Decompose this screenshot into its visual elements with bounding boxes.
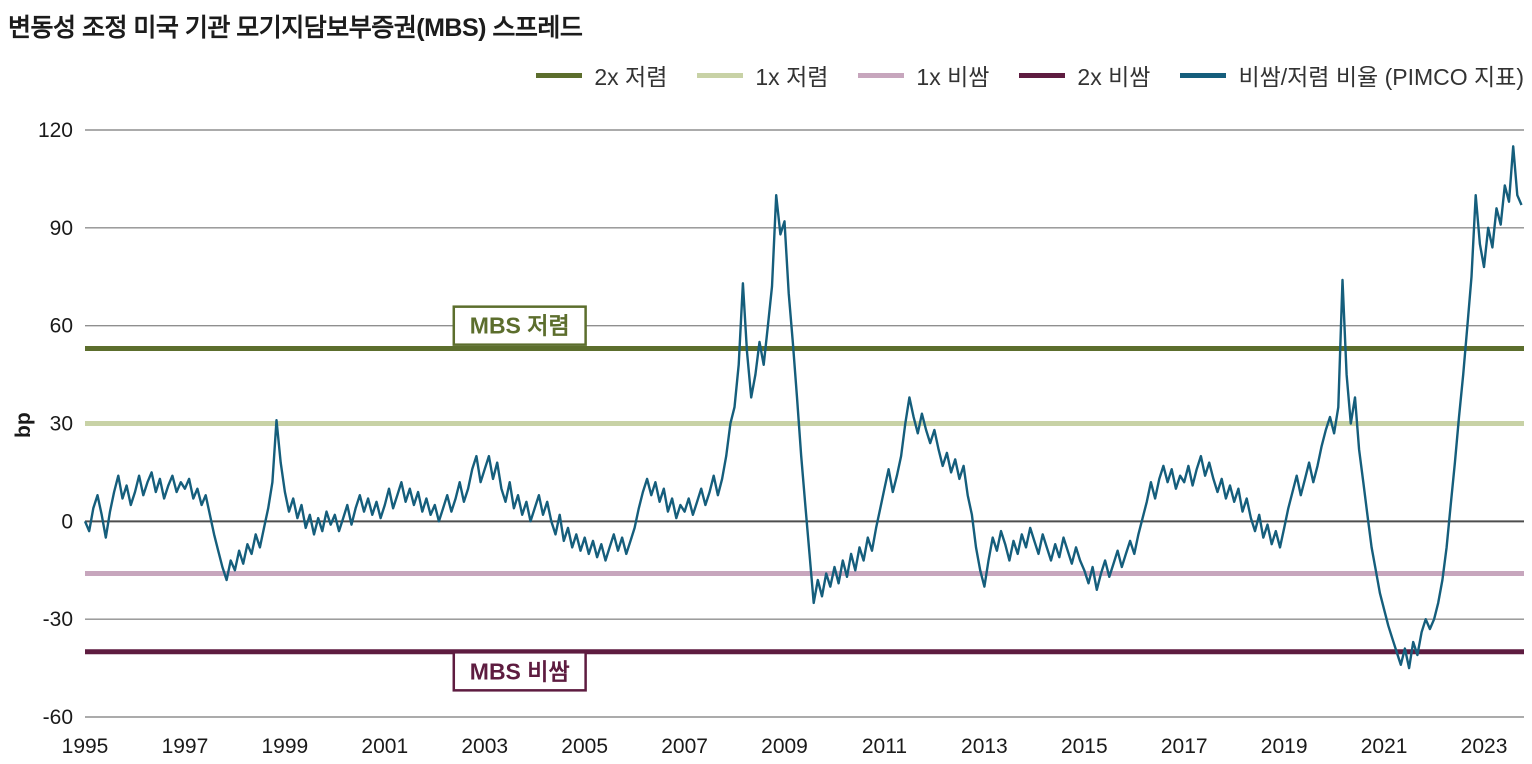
legend-label: 비쌈/저렴 비율 (PIMCO 지표) bbox=[1238, 64, 1524, 90]
y-tick-label: 30 bbox=[50, 413, 73, 436]
legend-swatch-icon bbox=[536, 72, 583, 78]
annotation-1: MBS 비쌈 bbox=[452, 651, 587, 692]
series-line-0 bbox=[83, 145, 1523, 670]
x-tick-label: 2023 bbox=[1461, 735, 1508, 758]
x-tick-label: 2013 bbox=[961, 735, 1008, 758]
annotation-text: MBS 비쌈 bbox=[470, 658, 570, 684]
x-tick-label: 2007 bbox=[661, 735, 708, 758]
x-tick-label: 1997 bbox=[162, 735, 209, 758]
annotation-box bbox=[452, 651, 587, 692]
legend: 2x 저렴 1x 저렴 1x 비쌈 2x 비쌈 비쌈/저렴 비율 (PIMCO 지표) bbox=[536, 58, 1524, 92]
x-tick-label: 2003 bbox=[461, 735, 508, 758]
annotation-0: MBS 저렴 bbox=[452, 305, 587, 346]
legend-label: 1x 저렴 bbox=[755, 64, 829, 90]
y-tick-label: -60 bbox=[43, 706, 73, 729]
legend-item-3: 2x 비쌈 bbox=[1019, 58, 1150, 92]
chart-title: 변동성 조정 미국 기관 모기지담보부증권(MBS) 스프레드 bbox=[8, 14, 583, 42]
legend-item-0: 2x 저렴 bbox=[536, 58, 667, 92]
legend-item-1: 1x 저렴 bbox=[697, 58, 828, 92]
legend-item-4: 비쌈/저렴 비율 (PIMCO 지표) bbox=[1180, 58, 1524, 92]
annotation-box bbox=[452, 305, 587, 346]
chart-svg: 120 90 60 30 0 -30 -60 1995 1997 1999 2001 2003 2005… bbox=[38, 119, 1524, 758]
x-tick-label: 1995 bbox=[62, 735, 109, 758]
legend-label: 2x 저렴 bbox=[594, 64, 668, 90]
legend-label: 1x 비쌈 bbox=[916, 64, 990, 90]
x-tick-label: 2021 bbox=[1361, 735, 1408, 758]
x-tick-label: 2019 bbox=[1261, 735, 1308, 758]
legend-swatch-icon bbox=[1180, 72, 1227, 78]
x-tick-label: 2009 bbox=[761, 735, 808, 758]
annotation-text: MBS 저렴 bbox=[470, 313, 570, 339]
legend-swatch-icon bbox=[697, 72, 744, 78]
legend-label: 2x 비쌈 bbox=[1077, 64, 1151, 90]
y-tick-label: 120 bbox=[38, 119, 73, 142]
y-tick-label: -30 bbox=[43, 608, 73, 631]
legend-swatch-icon bbox=[858, 72, 905, 78]
x-tick-label: 2005 bbox=[561, 735, 608, 758]
y-tick-label: 0 bbox=[61, 510, 73, 533]
x-tick-label: 2015 bbox=[1061, 735, 1108, 758]
x-tick-label: 1999 bbox=[262, 735, 309, 758]
x-tick-label: 2017 bbox=[1161, 735, 1208, 758]
y-tick-label: 60 bbox=[50, 315, 73, 338]
legend-swatch-icon bbox=[1019, 72, 1066, 78]
x-tick-label: 2011 bbox=[862, 735, 907, 758]
x-tick-label: 2001 bbox=[361, 735, 408, 758]
legend-item-2: 1x 비쌈 bbox=[858, 58, 989, 92]
y-tick-label: 90 bbox=[50, 217, 73, 240]
